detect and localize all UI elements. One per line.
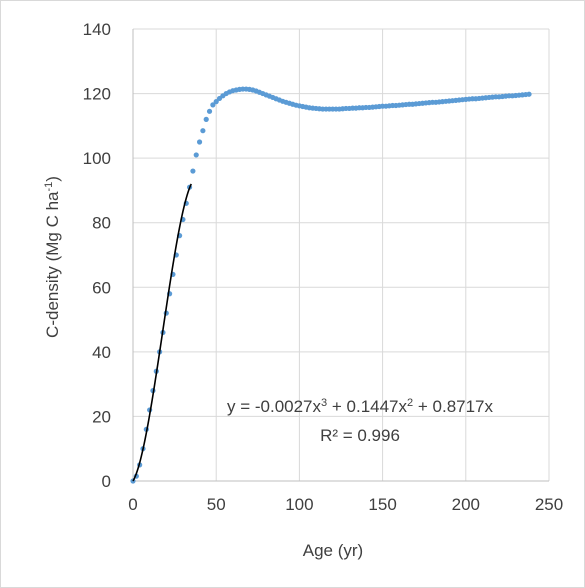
x-tick-label: 150 — [368, 495, 396, 514]
y-tick-label: 20 — [92, 407, 111, 426]
data-point — [206, 108, 213, 114]
y-tick-label: 80 — [92, 214, 111, 233]
x-tick-label: 50 — [207, 495, 226, 514]
x-axis-title: Age (yr) — [303, 541, 363, 560]
y-tick-label: 60 — [92, 278, 111, 297]
y-tick-label: 0 — [102, 472, 111, 491]
trendline-equation: y = -0.0027x3 + 0.1447x2 + 0.8717x — [227, 397, 494, 416]
x-tick-label: 0 — [128, 495, 137, 514]
x-tick-label: 100 — [285, 495, 313, 514]
y-tick-label: 100 — [83, 149, 111, 168]
tick-labels: 0 20 40 60 80 100 120 140 0 50 100 150 200 250 — [83, 20, 564, 514]
trendline-group — [132, 183, 192, 482]
data-point — [196, 139, 203, 145]
y-tick-label: 40 — [92, 343, 111, 362]
data-points — [130, 86, 532, 484]
r-squared-label: R² = 0.996 — [320, 426, 400, 445]
y-tick-label: 140 — [83, 20, 111, 39]
y-axis-title: C-density (Mg C ha-1) — [43, 176, 62, 338]
data-point — [193, 152, 199, 158]
y-tick-label: 120 — [83, 85, 111, 104]
trendline — [132, 183, 192, 482]
data-point — [190, 168, 196, 174]
x-tick-label: 250 — [535, 495, 563, 514]
data-point — [210, 102, 216, 108]
x-tick-label: 200 — [452, 495, 480, 514]
data-point — [203, 116, 209, 122]
data-point — [526, 91, 532, 97]
axes — [132, 29, 549, 482]
data-point — [200, 128, 206, 134]
data-point — [213, 99, 219, 105]
